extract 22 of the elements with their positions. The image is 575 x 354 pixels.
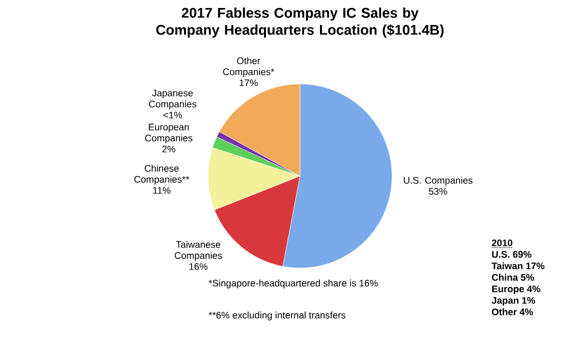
data-label: 53%: [428, 188, 448, 195]
data-label: 16%: [190, 263, 208, 270]
data-label: 17%: [240, 79, 258, 86]
text: *Singapore-headquartered share is 16%: [208, 280, 378, 288]
text: Taiwan 17%: [492, 262, 544, 270]
text: Japan 1%: [492, 297, 536, 306]
text: **6% excluding internal transfers: [208, 312, 346, 320]
slice-label: Japanese Companies: [149, 90, 196, 110]
data-label: 11%: [153, 187, 170, 194]
data-label: 2%: [162, 146, 176, 152]
text: 2010: [492, 240, 512, 246]
slice-label: Other Companies*: [223, 57, 274, 78]
chart-title: 2017 Fabless Company IC Sales by Company Headquarters Location ($101.4B): [156, 8, 444, 38]
slice-label: Taiwanese Companies: [174, 240, 222, 261]
slice-label: Chinese Companies**: [134, 164, 190, 185]
text: China 5%: [492, 274, 534, 281]
text: U.S. 69%: [492, 251, 532, 258]
slice-label: U.S. Companies: [404, 176, 472, 186]
text: Europe 4%: [492, 286, 540, 294]
data-label: <1%: [163, 112, 182, 118]
text: Other 4%: [492, 308, 533, 316]
slice-label: European Companies: [145, 124, 192, 144]
